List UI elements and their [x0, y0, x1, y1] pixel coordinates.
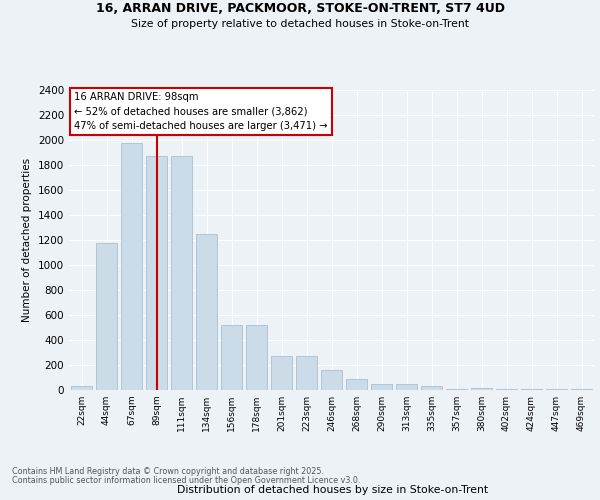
Bar — [296, 356, 317, 390]
Bar — [346, 380, 367, 390]
Bar — [246, 325, 267, 390]
Bar — [421, 386, 442, 390]
Bar — [471, 388, 492, 390]
Bar — [496, 389, 517, 390]
Text: Contains HM Land Registry data © Crown copyright and database right 2025.: Contains HM Land Registry data © Crown c… — [12, 467, 324, 476]
Text: Size of property relative to detached houses in Stoke-on-Trent: Size of property relative to detached ho… — [131, 19, 469, 29]
Text: Contains public sector information licensed under the Open Government Licence v3: Contains public sector information licen… — [12, 476, 361, 485]
Text: 16 ARRAN DRIVE: 98sqm
← 52% of detached houses are smaller (3,862)
47% of semi-d: 16 ARRAN DRIVE: 98sqm ← 52% of detached … — [74, 92, 328, 131]
Y-axis label: Number of detached properties: Number of detached properties — [22, 158, 32, 322]
Bar — [146, 156, 167, 390]
Text: Distribution of detached houses by size in Stoke-on-Trent: Distribution of detached houses by size … — [178, 485, 488, 495]
Text: 16, ARRAN DRIVE, PACKMOOR, STOKE-ON-TRENT, ST7 4UD: 16, ARRAN DRIVE, PACKMOOR, STOKE-ON-TREN… — [95, 2, 505, 16]
Bar — [396, 384, 417, 390]
Bar — [121, 143, 142, 390]
Bar — [71, 386, 92, 390]
Bar — [271, 356, 292, 390]
Bar — [446, 389, 467, 390]
Bar — [371, 384, 392, 390]
Bar — [321, 370, 342, 390]
Bar — [221, 325, 242, 390]
Bar — [196, 234, 217, 390]
Bar — [171, 156, 192, 390]
Bar — [96, 243, 117, 390]
